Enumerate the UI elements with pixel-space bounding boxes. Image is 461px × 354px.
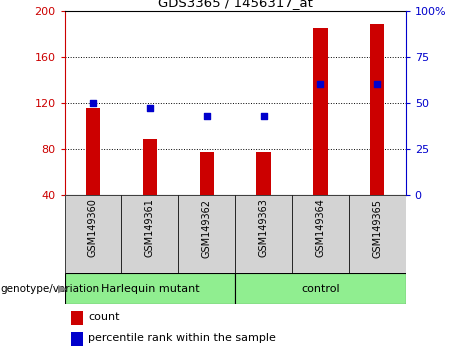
- Bar: [71, 332, 83, 346]
- Text: GSM149363: GSM149363: [259, 199, 269, 257]
- Text: count: count: [89, 312, 120, 322]
- Text: GSM149362: GSM149362: [201, 199, 212, 258]
- Text: GSM149361: GSM149361: [145, 199, 155, 257]
- Bar: [71, 312, 83, 325]
- Point: [89, 100, 97, 105]
- Text: Harlequin mutant: Harlequin mutant: [100, 284, 199, 293]
- Text: genotype/variation: genotype/variation: [0, 284, 99, 293]
- Text: GSM149365: GSM149365: [372, 199, 382, 258]
- Point: [317, 81, 324, 87]
- Point: [146, 105, 154, 111]
- Point: [260, 113, 267, 118]
- Bar: [235, 195, 292, 273]
- Bar: [65, 273, 235, 304]
- Bar: [292, 195, 349, 273]
- Point: [373, 81, 381, 87]
- Text: GSM149360: GSM149360: [88, 199, 98, 257]
- Bar: [349, 195, 406, 273]
- Bar: [313, 28, 327, 195]
- Text: ▶: ▶: [58, 284, 66, 293]
- Bar: [178, 195, 235, 273]
- Title: GDS3365 / 1456317_at: GDS3365 / 1456317_at: [158, 0, 313, 10]
- Bar: [256, 152, 271, 195]
- Text: control: control: [301, 284, 340, 293]
- Text: GSM149364: GSM149364: [315, 199, 325, 257]
- Bar: [370, 24, 384, 195]
- Bar: [65, 195, 121, 273]
- Bar: [143, 139, 157, 195]
- Point: [203, 113, 210, 118]
- Text: percentile rank within the sample: percentile rank within the sample: [89, 333, 276, 343]
- Bar: [121, 195, 178, 273]
- Bar: [200, 152, 214, 195]
- Bar: [235, 273, 406, 304]
- Bar: [86, 108, 100, 195]
